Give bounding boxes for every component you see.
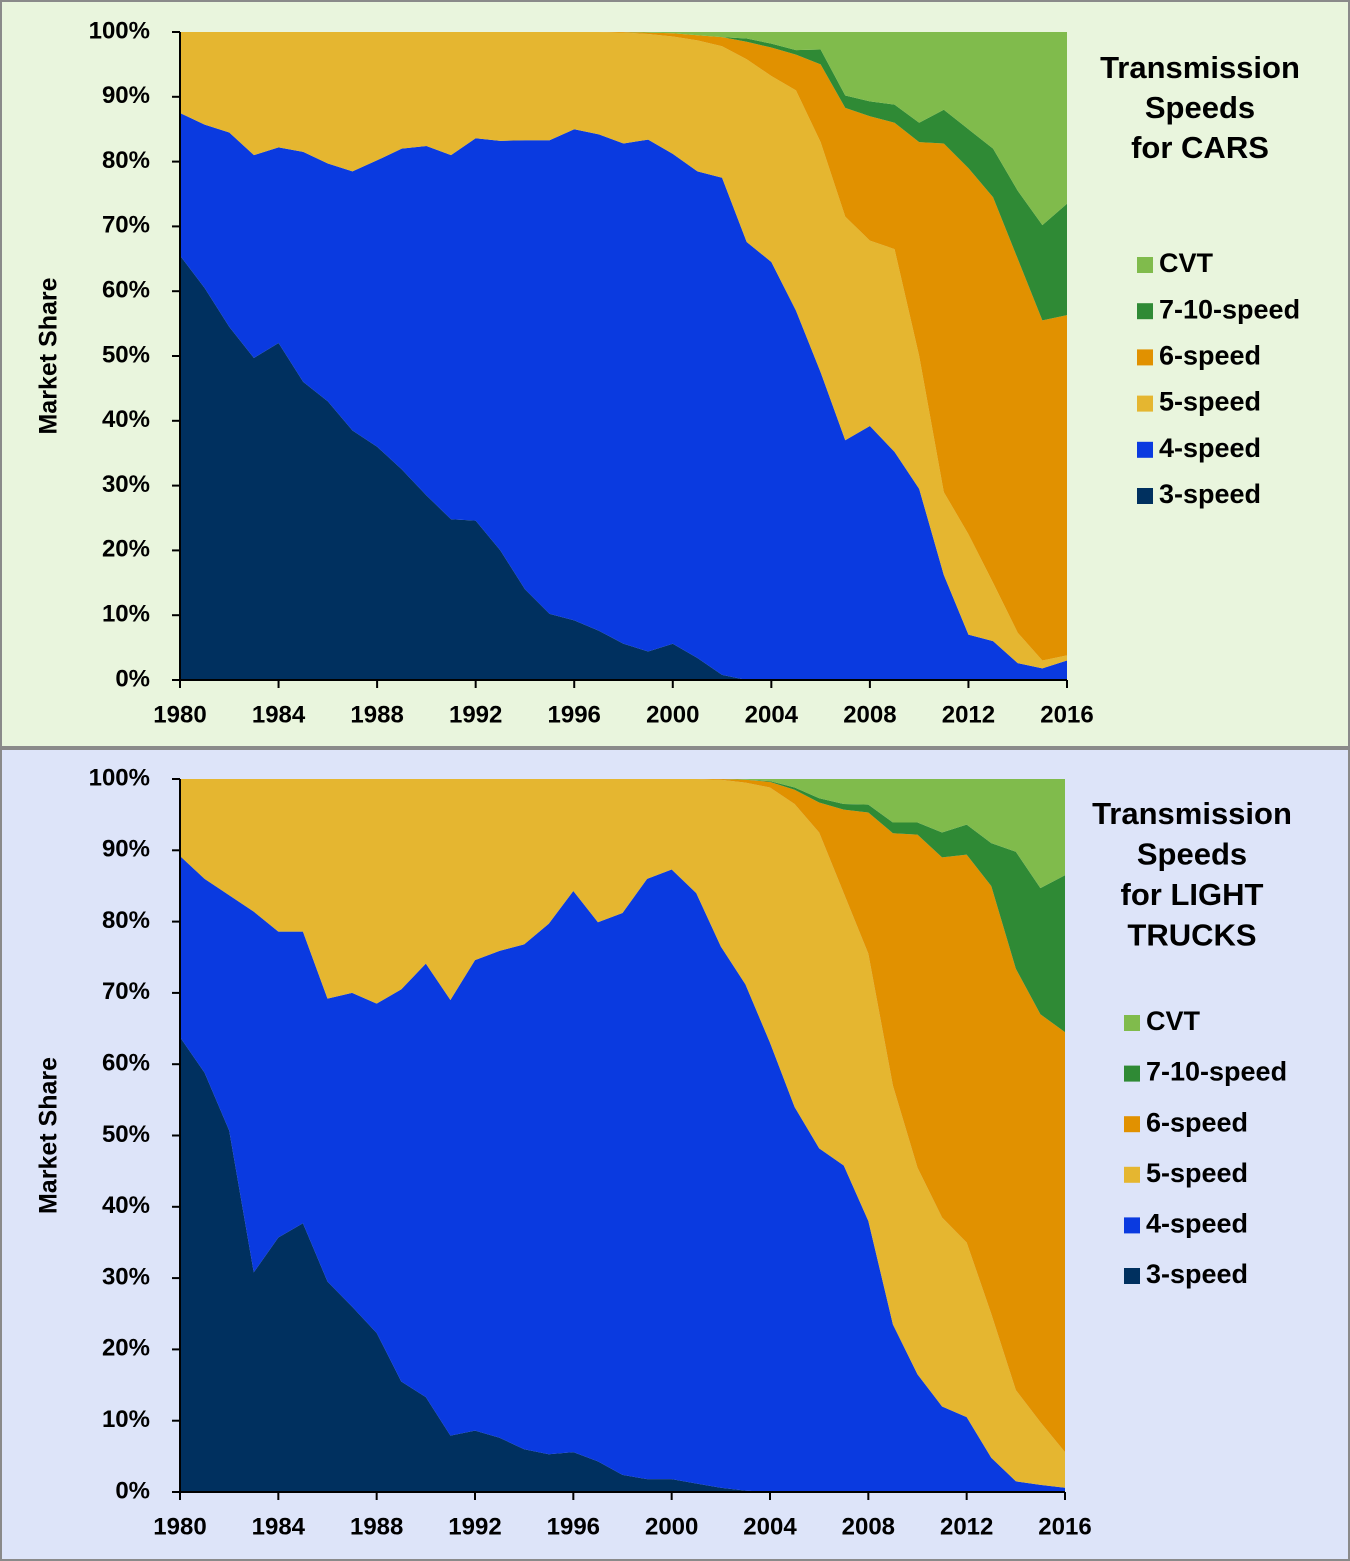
y-tick-label: 0% (115, 1477, 150, 1504)
y-tick-label: 20% (102, 1335, 150, 1362)
y-axis-title: Market Share (35, 1057, 63, 1214)
x-tick-label: 1996 (548, 701, 601, 728)
y-tick-label: 70% (102, 978, 150, 1005)
y-tick-label: 30% (102, 471, 150, 498)
y-tick-label: 60% (102, 277, 150, 304)
y-tick-label: 10% (102, 1406, 150, 1433)
x-tick-label: 2012 (942, 701, 995, 728)
area (180, 779, 1065, 1488)
chart-title: TRUCKS (1127, 918, 1256, 953)
area (180, 779, 1065, 889)
area (180, 32, 1067, 321)
x-tick-label: 2000 (646, 701, 699, 728)
area (180, 255, 1067, 680)
x-tick-label: 2008 (842, 1513, 895, 1540)
y-tick-label: 10% (102, 601, 150, 628)
legend-label: 4-speed (1146, 1209, 1248, 1239)
chart-title: for LIGHT (1121, 877, 1264, 912)
y-tick-label: 80% (102, 907, 150, 934)
legend-label: CVT (1146, 1006, 1201, 1036)
legend-swatch (1124, 1166, 1140, 1183)
x-tick-label: 1988 (350, 1513, 403, 1540)
legend-swatch (1137, 395, 1153, 412)
x-tick-label: 2004 (743, 1513, 797, 1540)
y-tick-label: 40% (102, 1192, 150, 1219)
y-tick-label: 0% (115, 665, 150, 692)
x-tick-label: 1992 (449, 701, 502, 728)
legend-swatch (1124, 1116, 1140, 1133)
legend-swatch (1137, 349, 1153, 366)
chart-title: Transmission (1100, 50, 1300, 85)
area (180, 856, 1065, 1492)
legend-swatch (1124, 1217, 1140, 1234)
x-tick-label: 1980 (153, 1513, 206, 1540)
x-tick-label: 1996 (547, 1513, 600, 1540)
legend-label: 6-speed (1146, 1107, 1248, 1137)
x-tick-label: 2016 (1040, 701, 1093, 728)
chart-title: Speeds (1145, 90, 1255, 125)
legend-swatch (1124, 1015, 1140, 1031)
y-tick-label: 20% (102, 536, 150, 563)
y-tick-label: 100% (89, 17, 150, 44)
legend-label: 5-speed (1146, 1158, 1248, 1188)
x-tick-label: 1980 (153, 701, 206, 728)
x-tick-label: 1988 (350, 701, 403, 728)
chart-title: Transmission (1092, 796, 1292, 831)
y-tick-label: 80% (102, 147, 150, 174)
x-tick-label: 2016 (1038, 1513, 1091, 1540)
area (180, 113, 1067, 680)
legend-swatch (1137, 488, 1153, 504)
legend-label: CVT (1159, 248, 1214, 278)
legend-label: 5-speed (1159, 387, 1261, 417)
x-tick-label: 2008 (843, 701, 896, 728)
area (180, 32, 1067, 226)
y-axis-title: Market Share (35, 277, 63, 434)
legend-label: 3-speed (1146, 1259, 1248, 1289)
y-tick-label: 90% (102, 836, 150, 863)
area (180, 1037, 1065, 1492)
x-tick-label: 2004 (745, 701, 799, 728)
legend-label: 4-speed (1159, 433, 1261, 463)
x-tick-label: 1984 (252, 1513, 306, 1540)
y-tick-label: 50% (102, 1121, 150, 1148)
legend-label: 6-speed (1159, 341, 1261, 371)
chart-title: for CARS (1131, 130, 1269, 165)
legend-swatch (1137, 257, 1153, 273)
area (180, 32, 1067, 661)
x-tick-label: 2012 (940, 1513, 993, 1540)
legend-label: 7-10-speed (1146, 1057, 1287, 1087)
y-tick-label: 100% (89, 764, 150, 791)
legend-swatch (1124, 1065, 1140, 1082)
x-tick-label: 2000 (645, 1513, 698, 1540)
x-tick-label: 1992 (448, 1513, 501, 1540)
y-tick-label: 70% (102, 212, 150, 239)
legend-swatch (1137, 441, 1153, 458)
y-tick-label: 60% (102, 1050, 150, 1077)
legend-swatch (1137, 303, 1153, 320)
legend-swatch (1124, 1268, 1140, 1284)
y-tick-label: 40% (102, 406, 150, 433)
x-tick-label: 1984 (252, 701, 306, 728)
y-tick-label: 30% (102, 1263, 150, 1290)
y-tick-label: 50% (102, 341, 150, 368)
legend-label: 3-speed (1159, 479, 1261, 509)
chart-title: Speeds (1137, 837, 1247, 872)
area (180, 32, 1067, 669)
y-tick-label: 90% (102, 82, 150, 109)
legend-label: 7-10-speed (1159, 294, 1300, 324)
